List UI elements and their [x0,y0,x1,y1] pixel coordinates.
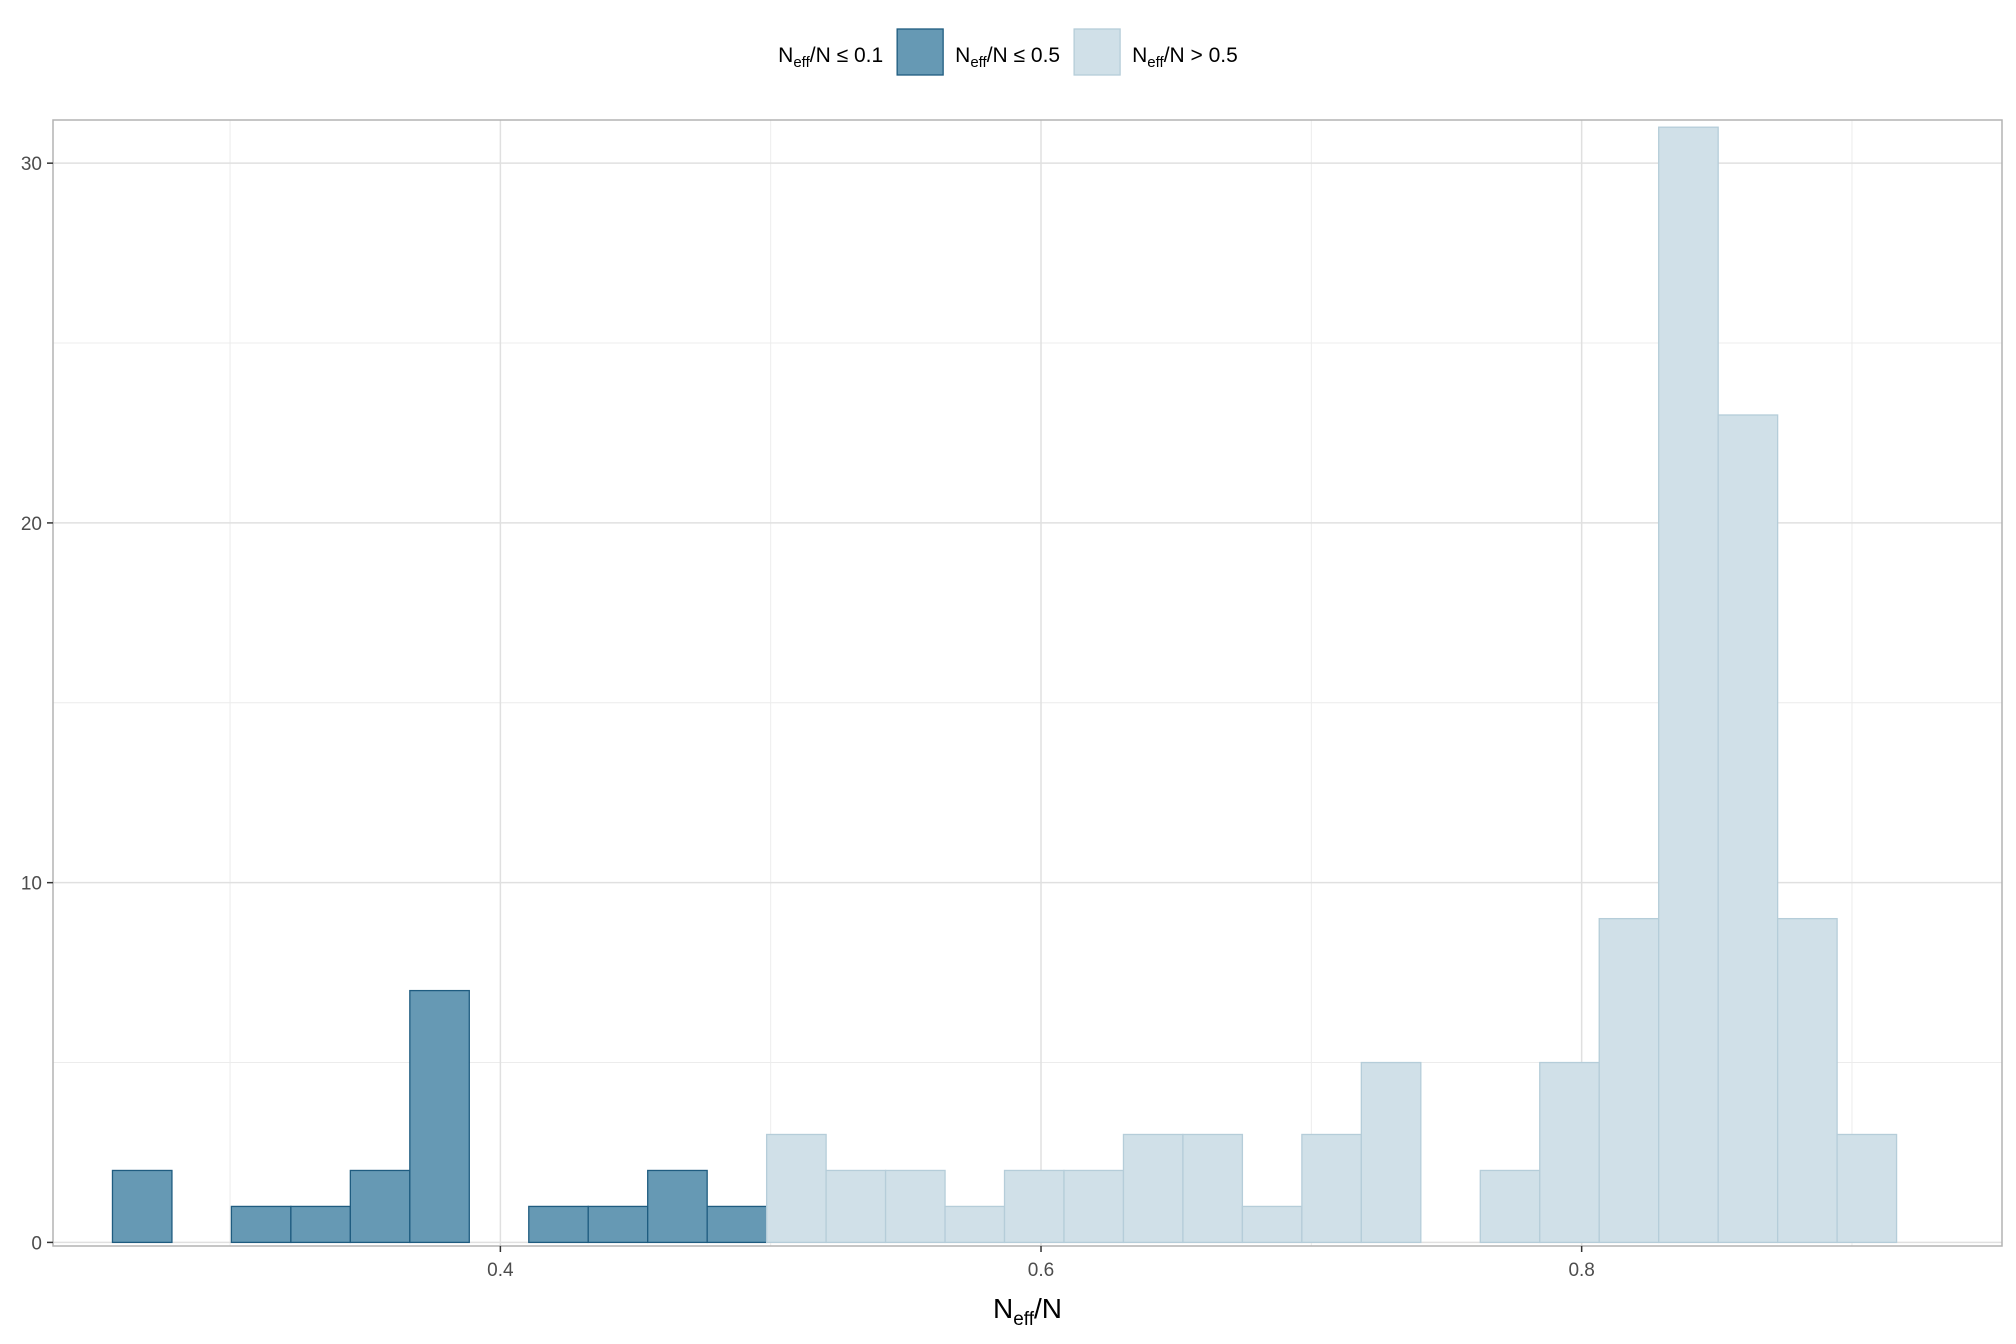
y-tick-label: 20 [21,514,42,535]
legend-item-gt05: Neff/N > 0.5 [1073,28,1238,76]
legend-label-le01: Neff/N ≤ 0.1 [778,44,883,71]
legend-label-le05: Neff/N ≤ 0.5 [955,44,1060,71]
x-axis: 0.4 0.6 0.8 [487,1246,1595,1281]
x-tick-label: 0.6 [1028,1260,1054,1281]
histogram-bar [1836,1133,1898,1244]
legend-label-gt05: Neff/N > 0.5 [1132,44,1238,71]
histogram-bar [1598,917,1660,1244]
histogram-bars [111,126,1898,1244]
histogram-bar [1479,1169,1541,1244]
y-tick-label: 0 [31,1233,42,1254]
histogram-bar [349,1169,411,1244]
histogram-bar [944,1205,1006,1244]
legend-item-le05: Neff/N ≤ 0.5 [896,28,1060,76]
histogram-bar [1122,1133,1184,1244]
histogram-bar [825,1169,887,1244]
panel-border [52,119,2003,1247]
histogram-bar [765,1133,827,1244]
histogram-bar [528,1205,589,1244]
legend-item-le01: Neff/N ≤ 0.1 [778,44,883,71]
x-axis-title: Neff/N [993,1293,1062,1330]
legend: Neff/N ≤ 0.1 Neff/N ≤ 0.5 Neff/N > 0.5 [778,28,1238,76]
histogram-bar [1003,1169,1065,1244]
histogram-bar [884,1169,946,1244]
histogram-bar [1717,414,1779,1244]
histogram-bar [409,989,470,1244]
histogram-bar [1539,1061,1600,1244]
histogram-bar [1241,1205,1303,1244]
histogram-bar [1182,1133,1244,1244]
x-tick-label: 0.4 [487,1260,514,1281]
legend-swatch-gt05 [1073,28,1121,76]
histogram-bar [647,1169,708,1244]
y-tick-label: 30 [21,154,42,175]
histogram-bar [1063,1169,1125,1244]
histogram-bar [706,1205,768,1244]
histogram-bar [1658,126,1719,1244]
histogram-bar [111,1169,173,1244]
x-tick-label: 0.8 [1568,1260,1594,1281]
histogram-bar [587,1205,649,1244]
histogram-bar [1360,1061,1422,1244]
legend-swatch-le05 [896,28,944,76]
histogram-bar [1776,917,1838,1244]
y-axis: 0 10 20 30 [21,154,53,1254]
histogram-bar [290,1205,352,1244]
histogram-bar [1301,1133,1362,1244]
histogram-bar [230,1205,292,1244]
y-tick-label: 10 [21,874,42,895]
